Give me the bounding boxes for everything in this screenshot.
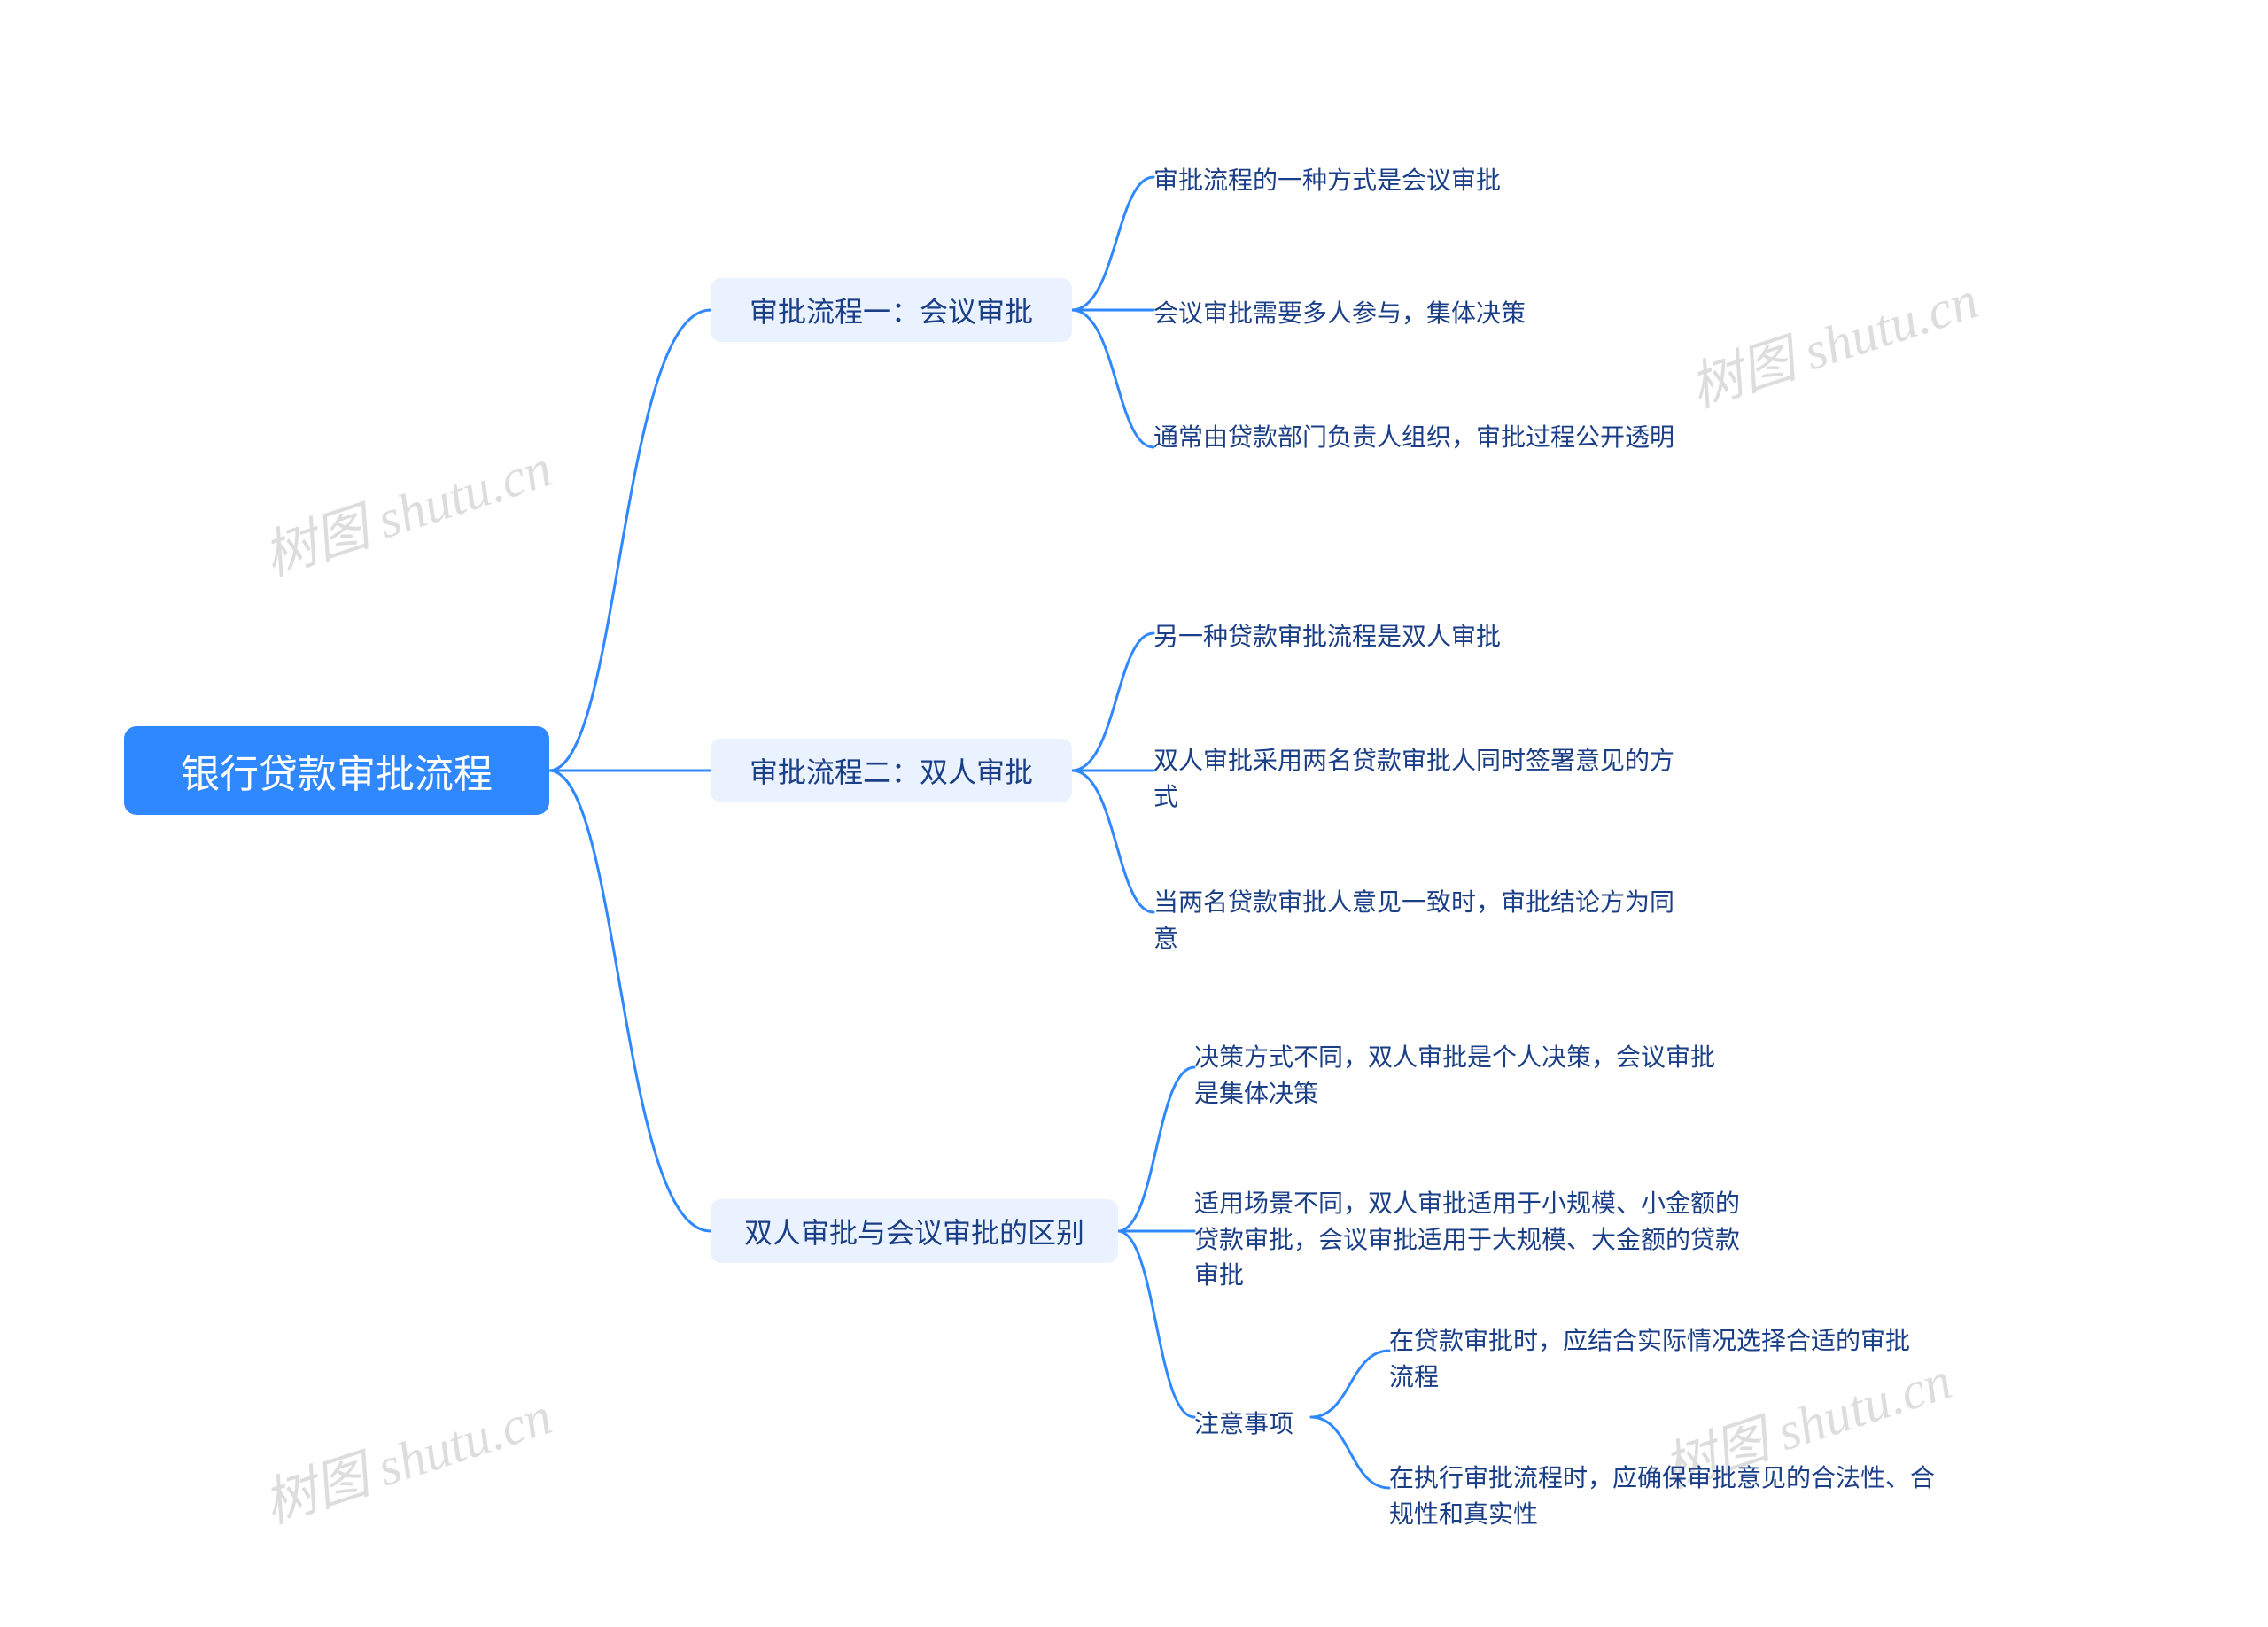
mindmap-canvas: 树图 shutu.cn 树图 shutu.cn 树图 shutu.cn 树图 s… <box>0 0 2268 1627</box>
leaf-node[interactable]: 适用场景不同，双人审批适用于小规模、小金额的贷款审批，会议审批适用于大规模、大金… <box>1194 1181 1744 1299</box>
leaf-node[interactable]: 通常由贷款部门负责人组织，审批过程公开透明 <box>1153 414 1674 461</box>
leaf-node[interactable]: 会议审批需要多人参与，集体决策 <box>1153 291 1526 337</box>
leaf-node[interactable]: 另一种贷款审批流程是双人审批 <box>1153 614 1501 661</box>
watermark: 树图 shutu.cn <box>252 425 560 591</box>
sub-branch-node[interactable]: 注意事项 <box>1194 1399 1293 1445</box>
leaf-node[interactable]: 在贷款审批时，应结合实际情况选择合适的审批流程 <box>1389 1318 1930 1400</box>
branch-node-2[interactable]: 审批流程二：双人审批 <box>711 739 1072 802</box>
root-node[interactable]: 银行贷款审批流程 <box>124 726 549 815</box>
leaf-node[interactable]: 审批流程的一种方式是会议审批 <box>1153 158 1501 205</box>
leaf-node[interactable]: 决策方式不同，双人审批是个人决策，会议审批是集体决策 <box>1194 1034 1726 1117</box>
branch-node-1[interactable]: 审批流程一：会议审批 <box>711 278 1072 342</box>
watermark: 树图 shutu.cn <box>252 1373 560 1538</box>
leaf-node[interactable]: 在执行审批流程时，应确保审批意见的合法性、合规性和真实性 <box>1389 1455 1947 1538</box>
leaf-node[interactable]: 当两名贷款审批人意见一致时，审批结论方为同意 <box>1153 879 1685 962</box>
leaf-node[interactable]: 双人审批采用两名贷款审批人同时签署意见的方式 <box>1153 738 1685 820</box>
branch-node-3[interactable]: 双人审批与会议审批的区别 <box>711 1199 1118 1263</box>
watermark: 树图 shutu.cn <box>1679 257 1986 422</box>
